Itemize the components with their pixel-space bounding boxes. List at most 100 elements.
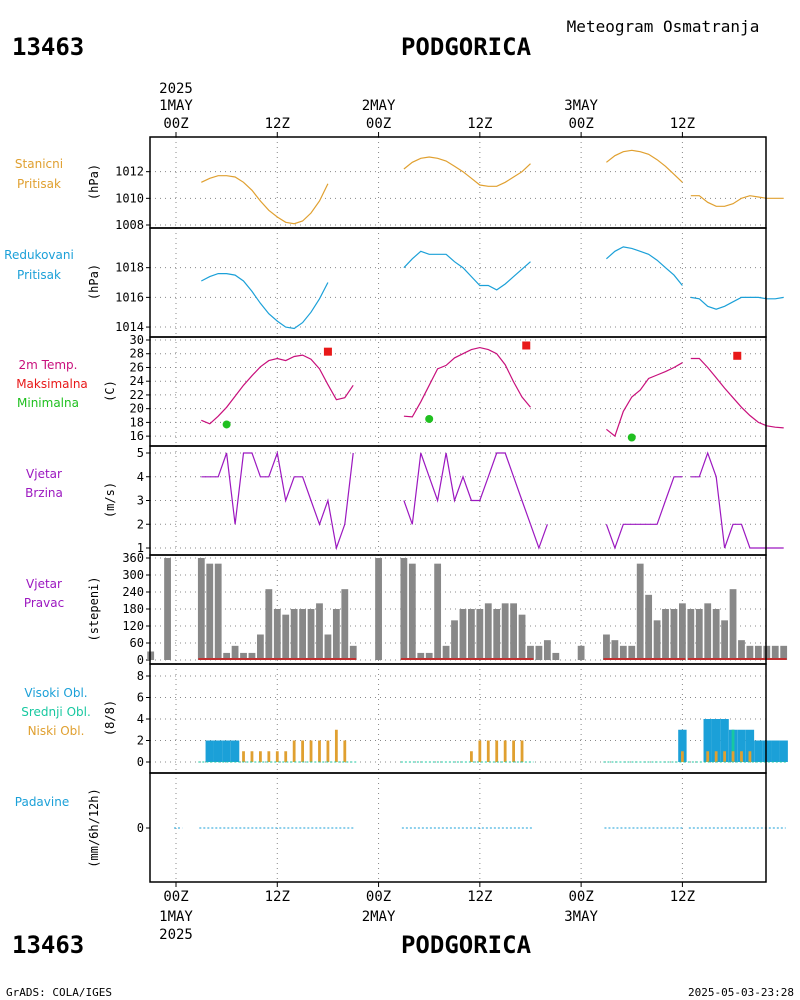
year-bottom: 2025 bbox=[159, 927, 193, 943]
cloud-low-bar bbox=[343, 740, 347, 762]
wind-direction-bar bbox=[746, 645, 754, 660]
reduced_pressure-series-line bbox=[690, 296, 784, 310]
cloud-low-bar bbox=[250, 751, 254, 762]
y-tick-label: 28 bbox=[130, 347, 144, 361]
y-tick-label: 1012 bbox=[115, 165, 144, 179]
hour-label-bottom: 00Z bbox=[366, 889, 391, 905]
wind-direction-bar bbox=[375, 558, 382, 660]
hour-label-bottom: 00Z bbox=[163, 889, 188, 905]
station_pressure-series-line bbox=[201, 175, 329, 225]
label-wind-direction-line1: Vjetar bbox=[26, 577, 62, 591]
hour-label-bottom: 12Z bbox=[467, 889, 492, 905]
wind-direction-bar bbox=[636, 563, 644, 660]
cloud-low-bar bbox=[242, 751, 245, 762]
wind-direction-bar bbox=[484, 603, 492, 660]
unit-labels: (hPa) (hPa) (C) (m/s) (stepeni) (8/8) (m… bbox=[87, 164, 117, 868]
cloud-high-bar bbox=[762, 740, 771, 762]
wind-direction-bar bbox=[451, 620, 458, 660]
label-temperature: 2m Temp. Maksimalna Minimalna bbox=[16, 358, 88, 410]
y-tick-label: 18 bbox=[130, 415, 144, 429]
cloud-high-bar bbox=[771, 740, 780, 762]
y-tick-label: 2 bbox=[137, 734, 144, 748]
date-label-bottom: 2MAY bbox=[362, 909, 396, 925]
hour-label-bottom: 00Z bbox=[568, 889, 593, 905]
cloud-low-bar bbox=[486, 740, 490, 762]
wind-direction-bar bbox=[341, 589, 349, 660]
temperature-series-line bbox=[606, 362, 683, 438]
wind-direction-bar bbox=[712, 609, 720, 660]
y-tick-label: 20 bbox=[130, 402, 144, 416]
cloud-low-bar bbox=[503, 740, 507, 762]
y-tick-label: 1018 bbox=[115, 261, 144, 275]
wind-direction-bar bbox=[763, 645, 771, 660]
wind-direction-bar bbox=[434, 563, 442, 660]
wind-direction-bar bbox=[257, 634, 264, 660]
cloud-high-bar bbox=[678, 729, 687, 762]
label-station-pressure-line1: Stanicni bbox=[15, 157, 63, 171]
wind-direction-bar bbox=[704, 603, 712, 660]
unit-clouds: (8/8) bbox=[103, 700, 117, 736]
cloud-low-bar bbox=[495, 740, 499, 762]
wind-direction-bar bbox=[442, 645, 450, 660]
label-wind-direction: Vjetar Pravac bbox=[24, 577, 64, 610]
cloud-high-bar bbox=[720, 719, 729, 762]
cloud-high-bar bbox=[779, 740, 788, 762]
wind-direction-bar bbox=[771, 645, 779, 660]
cloud-low-bar bbox=[326, 740, 330, 762]
y-tick-label: 1010 bbox=[115, 191, 144, 205]
label-temperature-line2: Maksimalna bbox=[16, 377, 88, 391]
wind-direction-bar bbox=[265, 589, 273, 660]
temperature-series-line bbox=[690, 357, 784, 429]
wind-direction-bar bbox=[197, 558, 205, 660]
wind-direction-bar bbox=[527, 645, 534, 660]
temperature-min-marker bbox=[425, 414, 434, 423]
hour-label-top: 00Z bbox=[366, 116, 391, 132]
y-tick-label: 24 bbox=[130, 374, 144, 388]
y-tick-label: 22 bbox=[130, 388, 144, 402]
cloud-low-bar bbox=[334, 729, 338, 762]
y-tick-label: 240 bbox=[122, 585, 144, 599]
hour-label-top: 12Z bbox=[670, 116, 695, 132]
label-clouds-line2: Srednji Obl. bbox=[21, 705, 91, 719]
label-wind-speed-line2: Brzina bbox=[25, 486, 63, 500]
y-tick-label: 8 bbox=[137, 669, 144, 683]
wind-direction-bar bbox=[459, 609, 467, 660]
cloud-low-bar bbox=[706, 751, 710, 762]
label-precipitation: Padavine bbox=[15, 795, 69, 809]
reduced_pressure-series-line bbox=[403, 250, 531, 291]
wind-direction-bar bbox=[408, 563, 416, 660]
cloud-high-bar bbox=[754, 740, 763, 762]
reduced_pressure-series-line bbox=[201, 273, 329, 330]
wind-direction-bar bbox=[679, 603, 686, 660]
cloud-low-bar bbox=[748, 751, 752, 762]
label-temperature-line1: 2m Temp. bbox=[19, 358, 78, 372]
temperature-min-marker bbox=[627, 433, 636, 442]
y-tick-label: 180 bbox=[122, 602, 144, 616]
hour-label-top: 12Z bbox=[467, 116, 492, 132]
date-label-top: 1MAY bbox=[159, 98, 193, 114]
y-tick-label: 2 bbox=[137, 517, 144, 531]
label-clouds: Visoki Obl. Srednji Obl. Niski Obl. bbox=[21, 686, 91, 738]
cloud-mid-bar bbox=[731, 729, 735, 762]
wind-direction-bar bbox=[425, 652, 433, 660]
wind-direction-bar bbox=[316, 603, 323, 660]
temperature-min-marker bbox=[222, 420, 231, 429]
unit-reduced-pressure: (hPa) bbox=[87, 264, 101, 300]
hour-label-bottom: 12Z bbox=[670, 889, 695, 905]
wind-direction-bar bbox=[721, 620, 728, 660]
label-clouds-line3: Niski Obl. bbox=[28, 724, 85, 738]
wind-direction-bar bbox=[501, 603, 509, 660]
wind-direction-bar bbox=[510, 603, 517, 660]
cloud-low-bar bbox=[520, 740, 524, 762]
y-tick-label: 5 bbox=[137, 446, 144, 460]
hour-label-top: 00Z bbox=[568, 116, 593, 132]
wind-direction-bar bbox=[282, 614, 290, 660]
station-id-bottom: 13463 bbox=[12, 931, 84, 959]
meteogram-title: Meteogram Osmatranja bbox=[567, 17, 760, 36]
y-tick-label: 0 bbox=[137, 821, 144, 835]
temperature-series-line bbox=[201, 354, 354, 425]
wind-direction-bar bbox=[476, 609, 484, 660]
wind-direction-bar bbox=[543, 640, 551, 660]
y-tick-label: 30 bbox=[130, 333, 144, 347]
wind-direction-bar bbox=[754, 645, 762, 660]
